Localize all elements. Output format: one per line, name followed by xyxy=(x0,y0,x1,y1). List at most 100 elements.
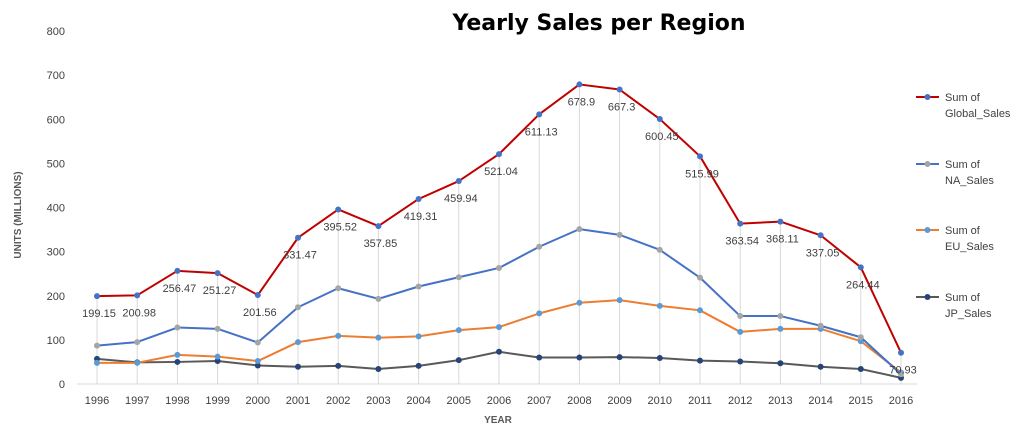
data-point xyxy=(335,362,342,369)
data-point xyxy=(616,231,623,238)
data-label: 264.44 xyxy=(846,279,880,291)
data-point xyxy=(375,334,382,341)
data-point xyxy=(335,332,342,339)
x-tick-label: 2003 xyxy=(366,395,390,407)
legend-swatch-marker xyxy=(924,294,931,300)
data-point xyxy=(455,178,462,185)
data-point xyxy=(857,264,864,271)
data-label: 368.11 xyxy=(766,234,799,246)
data-point xyxy=(737,313,744,320)
data-label: 419.31 xyxy=(404,211,438,223)
x-tick-label: 2016 xyxy=(889,395,913,407)
data-point xyxy=(898,349,904,356)
data-point xyxy=(375,365,382,372)
data-label: 363.54 xyxy=(725,236,759,248)
data-point xyxy=(415,195,422,202)
chart-title: Yearly Sales per Region xyxy=(451,11,745,36)
data-label: 611.13 xyxy=(525,126,558,138)
data-label: 515.99 xyxy=(685,168,719,180)
data-point xyxy=(697,274,703,281)
data-point xyxy=(455,357,462,364)
data-point xyxy=(576,226,583,233)
x-tick-label: 2014 xyxy=(808,395,832,407)
legend: Sum of Global_Sales Sum of NA_Sales Sum of EU… xyxy=(916,92,1011,320)
data-label: 395.52 xyxy=(323,221,357,233)
x-axis-label: YEAR xyxy=(484,415,513,426)
x-tick-label: 1998 xyxy=(165,395,189,407)
data-point xyxy=(777,218,784,225)
y-axis-label: UNITS (MILLIONS) xyxy=(13,171,24,258)
y-tick-label: 400 xyxy=(47,203,65,215)
data-point xyxy=(496,348,502,355)
data-point xyxy=(656,354,663,361)
x-tick-label: 2005 xyxy=(447,395,471,407)
data-point xyxy=(134,359,141,366)
x-tick-label: 2011 xyxy=(688,395,712,407)
data-label: 600.45 xyxy=(645,131,679,143)
legend-label: NA_Sales xyxy=(945,175,994,187)
data-point xyxy=(134,292,141,299)
x-tick-label: 2009 xyxy=(607,395,631,407)
x-tick-label: 1997 xyxy=(125,395,149,407)
data-point xyxy=(335,206,342,213)
data-point xyxy=(254,292,261,299)
data-point xyxy=(536,310,543,317)
data-point xyxy=(295,234,301,241)
legend-label: Sum of xyxy=(945,225,981,237)
x-tick-label: 2006 xyxy=(487,395,511,407)
data-point xyxy=(254,358,261,365)
data-point xyxy=(616,354,623,361)
x-tick-label: 1999 xyxy=(205,395,229,407)
data-label: 459.94 xyxy=(444,193,478,205)
data-point xyxy=(214,353,221,360)
data-point xyxy=(857,365,864,372)
x-tick-label: 2004 xyxy=(406,395,430,407)
legend-swatch-marker xyxy=(924,227,931,233)
data-point xyxy=(174,267,181,274)
legend-swatch-marker xyxy=(924,161,931,167)
data-point xyxy=(536,111,543,118)
data-point xyxy=(94,293,100,300)
data-label: 201.56 xyxy=(243,307,277,319)
data-point xyxy=(697,307,703,314)
data-point xyxy=(536,243,543,250)
legend-swatch-marker xyxy=(924,94,931,100)
legend-label: Sum of xyxy=(945,92,981,104)
y-tick-label: 200 xyxy=(47,291,65,303)
data-point xyxy=(254,362,261,369)
data-point xyxy=(415,333,422,340)
data-point xyxy=(737,220,744,227)
legend-label: EU_Sales xyxy=(945,241,994,253)
data-point xyxy=(817,322,824,329)
data-point xyxy=(214,325,221,332)
data-point xyxy=(817,363,824,370)
data-point xyxy=(576,81,583,88)
y-tick-label: 100 xyxy=(47,335,65,347)
x-tick-label: 2002 xyxy=(326,395,350,407)
data-label: 70.93 xyxy=(889,365,917,377)
data-label: 199.15 xyxy=(82,308,116,320)
data-point xyxy=(576,299,583,306)
data-point xyxy=(777,313,784,320)
y-axis-ticks: 0 100 200 300 400 500 600 700 800 xyxy=(47,26,65,391)
x-tick-label: 2001 xyxy=(286,395,310,407)
data-point xyxy=(214,270,221,277)
data-point xyxy=(656,302,663,309)
data-point xyxy=(898,371,904,378)
data-point xyxy=(496,324,502,331)
data-point xyxy=(455,274,462,281)
data-point xyxy=(295,339,301,346)
data-label: 251.27 xyxy=(203,285,237,297)
y-tick-label: 800 xyxy=(47,26,65,38)
data-point xyxy=(616,86,623,93)
data-point xyxy=(536,354,543,361)
data-point xyxy=(496,264,502,271)
y-tick-label: 600 xyxy=(47,114,65,126)
data-label: 256.47 xyxy=(163,283,197,295)
data-point xyxy=(295,363,301,370)
x-tick-label: 2013 xyxy=(768,395,792,407)
data-point xyxy=(737,328,744,335)
x-tick-label: 1996 xyxy=(85,395,109,407)
data-point xyxy=(335,285,342,292)
